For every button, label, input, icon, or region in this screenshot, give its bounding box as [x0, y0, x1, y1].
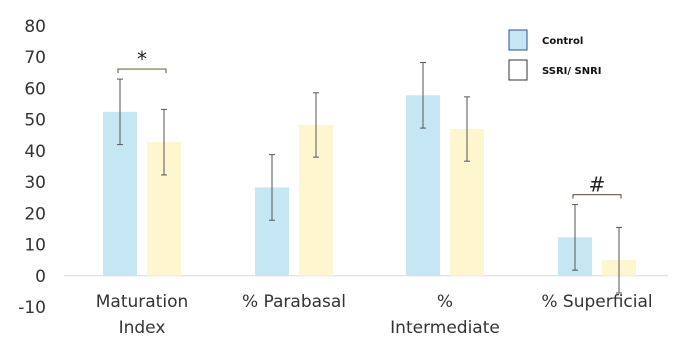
legend-swatch-control	[508, 29, 528, 51]
y-tick-label: 10	[24, 236, 46, 256]
y-axis-ticks: -10 0 10 20 30 40 50 60 70 80	[18, 17, 46, 318]
significance-marker: *	[137, 47, 147, 71]
x-category-label: % Intermediate	[390, 292, 500, 337]
x-axis-category-labels: Maturation Index % Parabasal % Intermediate%…	[96, 292, 653, 337]
y-tick-label: 70	[24, 48, 46, 68]
bar-series	[103, 95, 636, 276]
legend-label-ssri-snri: SSRI/ SNRI	[542, 66, 602, 77]
error-bars	[117, 62, 622, 294]
y-tick-label: 80	[24, 17, 46, 37]
significance-marker: #	[589, 173, 606, 197]
y-tick-label: 40	[24, 142, 46, 162]
legend-label-control: Control	[542, 36, 583, 47]
y-tick-label: 60	[24, 79, 46, 99]
y-tick-label: 20	[24, 204, 46, 224]
significance-bracket	[117, 68, 167, 74]
y-tick-label: 50	[24, 111, 46, 131]
significance-bracket	[572, 193, 622, 199]
x-category-label: % Parabasal	[242, 292, 346, 312]
legend: Control SSRI/ SNRI	[508, 29, 602, 81]
x-category-label: % Superficial	[541, 292, 652, 312]
y-tick-label: -10	[18, 298, 46, 318]
significance-annotations: *#	[117, 47, 622, 199]
y-tick-label: 30	[24, 173, 46, 193]
x-category-label: Maturation Index	[96, 292, 189, 337]
y-tick-label: 0	[35, 267, 46, 287]
legend-swatch-ssri-snri	[508, 59, 528, 81]
